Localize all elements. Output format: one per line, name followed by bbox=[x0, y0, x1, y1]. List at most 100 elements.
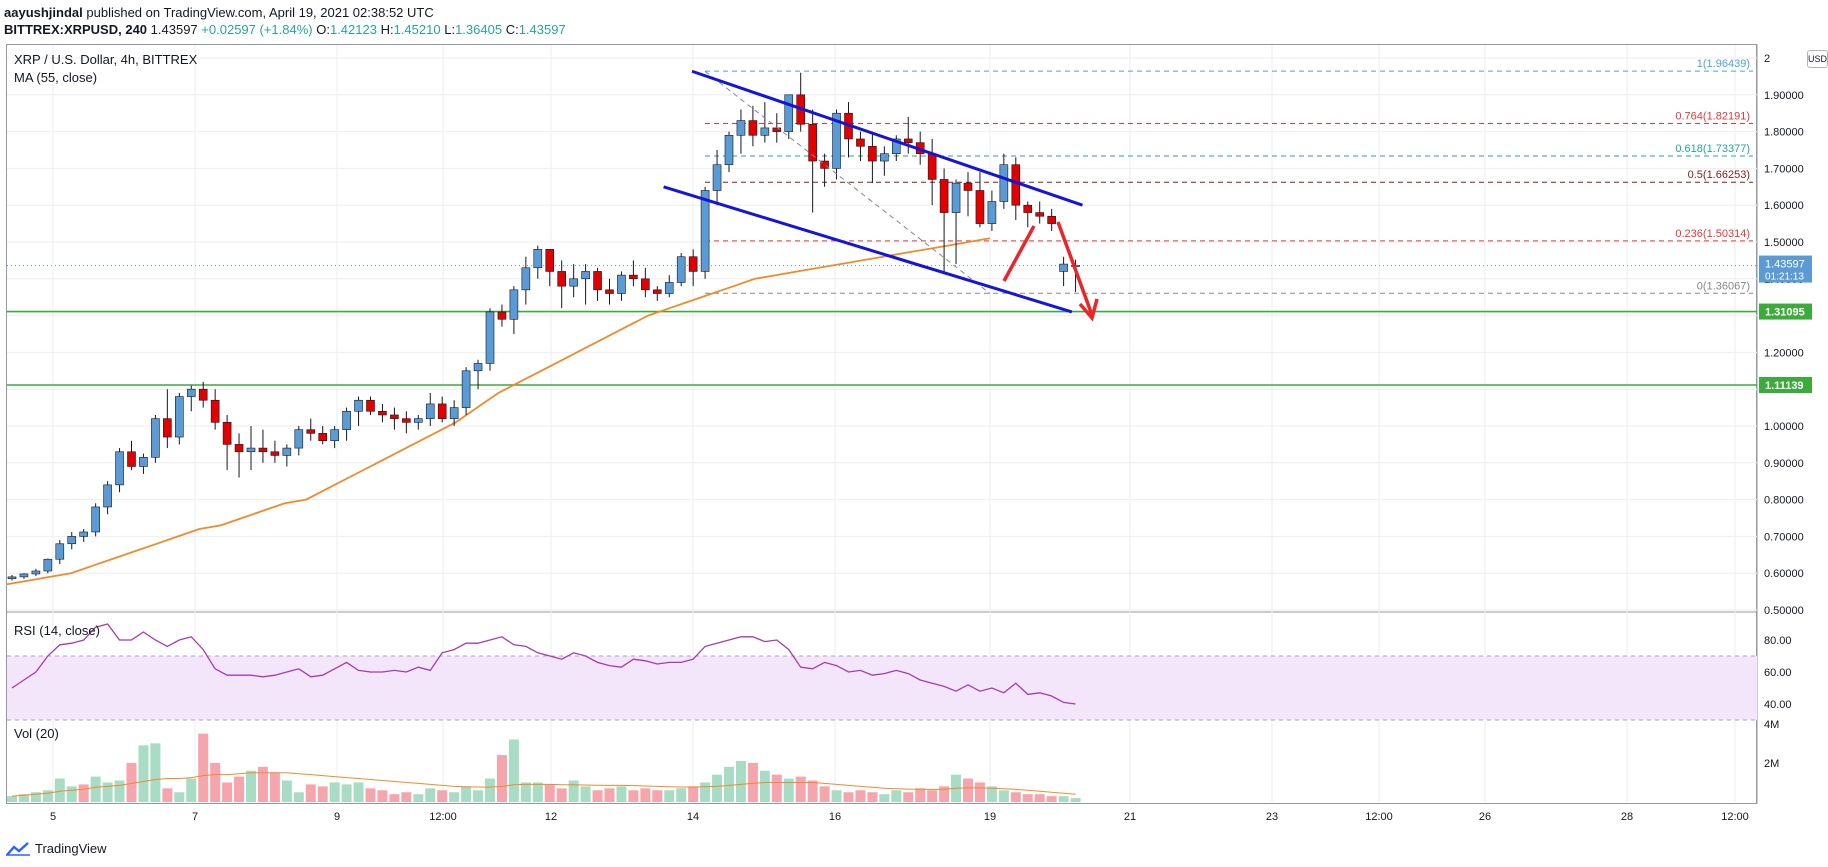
candle-body bbox=[175, 396, 184, 438]
candle bbox=[342, 407, 351, 441]
volume-bar bbox=[54, 778, 65, 802]
candle bbox=[664, 275, 674, 298]
candle-body bbox=[1035, 212, 1044, 217]
candle-body bbox=[808, 123, 817, 162]
volume-bar bbox=[234, 776, 245, 802]
time-tick-label: 9 bbox=[334, 811, 340, 823]
candle bbox=[67, 531, 77, 550]
volume-bar bbox=[1034, 794, 1045, 802]
candle-body bbox=[485, 311, 495, 364]
candle-body bbox=[880, 153, 889, 162]
candle-body bbox=[115, 451, 124, 486]
support-price-tag bbox=[1759, 377, 1812, 394]
volume-bar bbox=[413, 794, 424, 802]
volume-bar bbox=[341, 784, 352, 802]
candle-body bbox=[641, 278, 650, 291]
volume-bar bbox=[246, 770, 256, 802]
volume-bar bbox=[712, 774, 723, 802]
candle-body bbox=[186, 388, 196, 397]
volume-bar bbox=[222, 782, 233, 802]
close-value: 1.43597 bbox=[518, 22, 566, 37]
volume-bar bbox=[771, 774, 782, 802]
fib-label: 0.236(1.50314) bbox=[1675, 228, 1750, 240]
author-name[interactable]: aayushjindal bbox=[4, 5, 83, 20]
candle-body bbox=[987, 201, 997, 224]
volume-bar bbox=[102, 782, 113, 802]
candle-body bbox=[676, 256, 686, 283]
volume-bar bbox=[329, 782, 340, 802]
candle-body bbox=[19, 573, 29, 578]
currency-button[interactable]: USD bbox=[1807, 50, 1828, 68]
price-tick-label: 1.20000 bbox=[1764, 347, 1804, 359]
volume-bar bbox=[449, 792, 460, 802]
candle-body bbox=[832, 112, 841, 169]
candle-body bbox=[31, 570, 41, 575]
candle-body bbox=[354, 399, 363, 412]
candle bbox=[79, 529, 88, 542]
candle-body bbox=[55, 543, 65, 560]
time-tick-label: 12:00 bbox=[429, 811, 457, 823]
fib-label: 0.764(1.82191) bbox=[1675, 111, 1750, 123]
volume-bar bbox=[592, 790, 603, 802]
candle bbox=[139, 453, 148, 474]
last-price-tag bbox=[1759, 255, 1812, 283]
candle-body bbox=[103, 484, 112, 508]
candle bbox=[808, 109, 817, 213]
candle-body bbox=[282, 447, 292, 456]
candle-body bbox=[461, 370, 471, 408]
time-tick-label: 12 bbox=[545, 811, 557, 823]
candle-body bbox=[378, 410, 387, 416]
volume-bar bbox=[186, 778, 197, 802]
volume-bar bbox=[7, 796, 17, 802]
fib-label: 0.618(1.73377) bbox=[1675, 143, 1750, 155]
chart-title: XRP / U.S. Dollar, 4h, BITTREX bbox=[14, 52, 198, 67]
candle-body bbox=[712, 164, 722, 191]
candle bbox=[473, 359, 483, 390]
candle-body bbox=[402, 418, 411, 423]
candle-body bbox=[939, 179, 949, 213]
volume-bar bbox=[891, 790, 902, 802]
low-value: 1.36405 bbox=[455, 22, 503, 37]
symbol-info: BITTREX:XRPUSD, 240 bbox=[4, 22, 148, 37]
candle bbox=[222, 414, 232, 471]
time-tick-label: 28 bbox=[1621, 811, 1633, 823]
candle bbox=[509, 286, 519, 334]
candle-body bbox=[163, 418, 172, 438]
candle bbox=[617, 271, 626, 301]
volume-bar bbox=[544, 784, 555, 802]
volume-bar bbox=[724, 766, 734, 802]
volume-bar bbox=[150, 743, 161, 802]
candle-body bbox=[413, 418, 423, 423]
candle-body bbox=[975, 190, 985, 224]
tradingview-brand[interactable]: TradingView bbox=[35, 841, 107, 856]
ma-legend: MA (55, close) bbox=[14, 70, 98, 85]
candle bbox=[186, 385, 196, 412]
candle bbox=[7, 575, 17, 581]
candle bbox=[641, 267, 650, 298]
candle-body bbox=[593, 271, 602, 291]
candle-body bbox=[330, 429, 339, 442]
candle-body bbox=[318, 433, 328, 442]
channel-upper-line bbox=[691, 69, 1083, 207]
volume-bar bbox=[604, 788, 615, 802]
volume-bar bbox=[305, 784, 316, 802]
volume-bar bbox=[640, 788, 651, 802]
candle bbox=[31, 568, 41, 577]
open-value: 1.42123 bbox=[329, 22, 377, 37]
candle bbox=[210, 389, 220, 430]
volume-bar bbox=[473, 790, 484, 802]
volume-bar bbox=[1046, 796, 1057, 802]
candle bbox=[963, 172, 973, 217]
volume-bar bbox=[568, 780, 579, 802]
volume-bar bbox=[927, 790, 938, 802]
candle-body bbox=[151, 418, 160, 458]
rsi-line bbox=[11, 623, 1076, 705]
volume-bar bbox=[353, 782, 364, 802]
candle-body bbox=[772, 127, 782, 132]
candle-body bbox=[856, 138, 865, 147]
candle-body bbox=[903, 138, 913, 143]
candle-body bbox=[891, 138, 901, 154]
candle bbox=[390, 407, 399, 430]
volume-ma-line bbox=[11, 772, 1076, 797]
